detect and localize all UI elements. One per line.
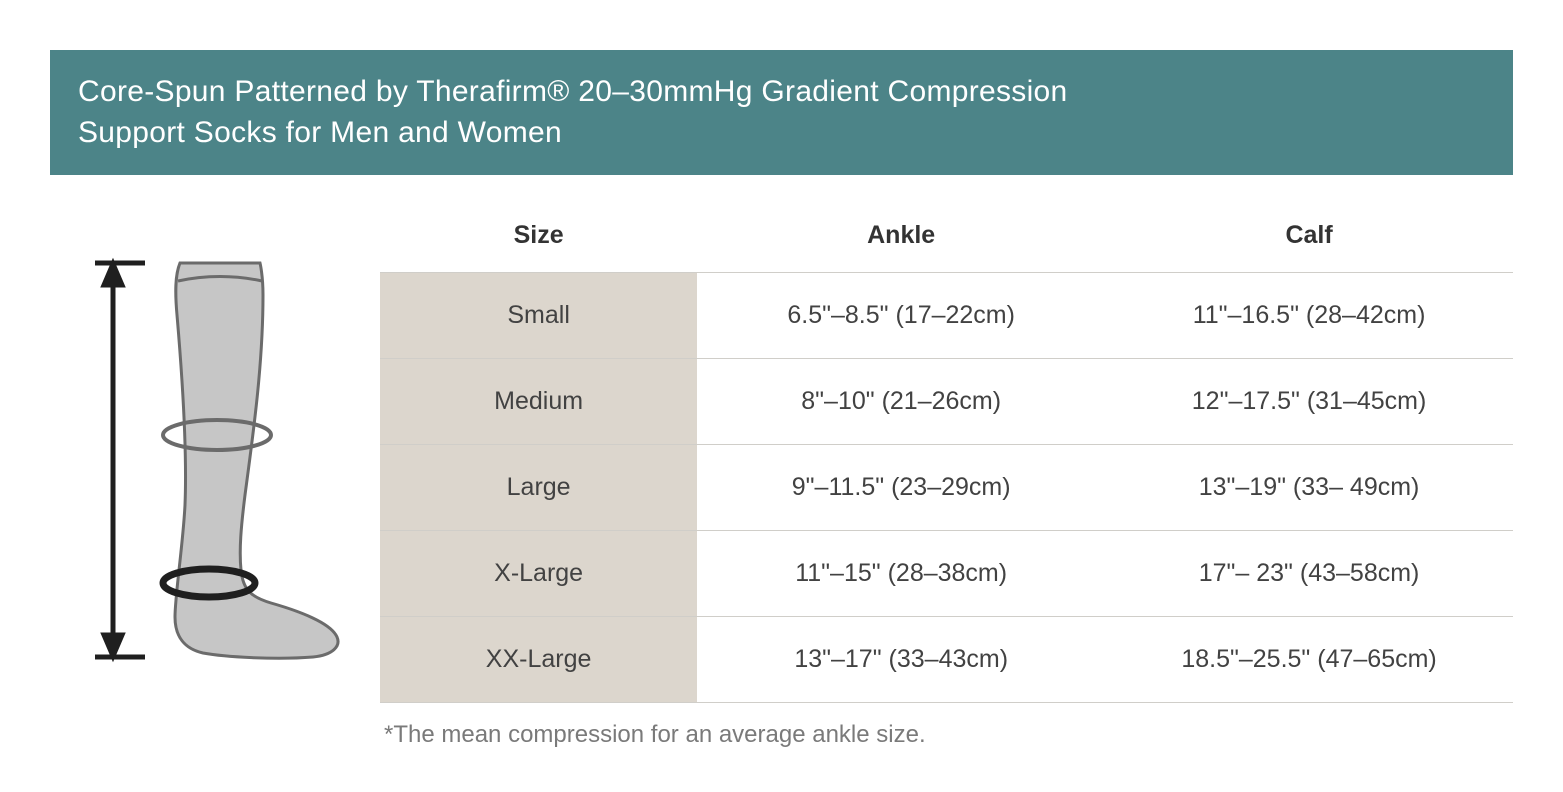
title-bar: Core-Spun Patterned by Therafirm® 20–30m…: [50, 50, 1513, 175]
col-header-ankle: Ankle: [697, 205, 1105, 273]
cell-ankle: 6.5"–8.5" (17–22cm): [697, 273, 1105, 359]
table-row: Small6.5"–8.5" (17–22cm)11"–16.5" (28–42…: [380, 273, 1513, 359]
leg-measurement-icon: [75, 245, 355, 675]
cell-calf: 11"–16.5" (28–42cm): [1105, 273, 1513, 359]
col-header-size: Size: [380, 205, 697, 273]
cell-ankle: 8"–10" (21–26cm): [697, 359, 1105, 445]
table-row: XX-Large13"–17" (33–43cm)18.5"–25.5" (47…: [380, 617, 1513, 703]
footnote-text: *The mean compression for an average ank…: [380, 703, 1513, 749]
cell-size: Small: [380, 273, 697, 359]
cell-size: XX-Large: [380, 617, 697, 703]
height-arrow-icon: [95, 259, 145, 661]
cell-calf: 12"–17.5" (31–45cm): [1105, 359, 1513, 445]
title-line-2: Support Socks for Men and Women: [78, 116, 562, 149]
leg-diagram-container: [50, 205, 380, 675]
cell-size: Large: [380, 445, 697, 531]
cell-calf: 18.5"–25.5" (47–65cm): [1105, 617, 1513, 703]
table-row: Large9"–11.5" (23–29cm)13"–19" (33– 49cm…: [380, 445, 1513, 531]
table-body: Small6.5"–8.5" (17–22cm)11"–16.5" (28–42…: [380, 273, 1513, 703]
cell-ankle: 9"–11.5" (23–29cm): [697, 445, 1105, 531]
cell-calf: 17"– 23" (43–58cm): [1105, 531, 1513, 617]
size-chart-table: Size Ankle Calf Small6.5"–8.5" (17–22cm)…: [380, 205, 1513, 703]
table-row: Medium8"–10" (21–26cm)12"–17.5" (31–45cm…: [380, 359, 1513, 445]
cell-size: X-Large: [380, 531, 697, 617]
cell-ankle: 11"–15" (28–38cm): [697, 531, 1105, 617]
col-header-calf: Calf: [1105, 205, 1513, 273]
cell-calf: 13"–19" (33– 49cm): [1105, 445, 1513, 531]
title-line-1: Core-Spun Patterned by Therafirm® 20–30m…: [78, 75, 1068, 108]
table-header-row: Size Ankle Calf: [380, 205, 1513, 273]
table-row: X-Large11"–15" (28–38cm)17"– 23" (43–58c…: [380, 531, 1513, 617]
cell-size: Medium: [380, 359, 697, 445]
cell-ankle: 13"–17" (33–43cm): [697, 617, 1105, 703]
